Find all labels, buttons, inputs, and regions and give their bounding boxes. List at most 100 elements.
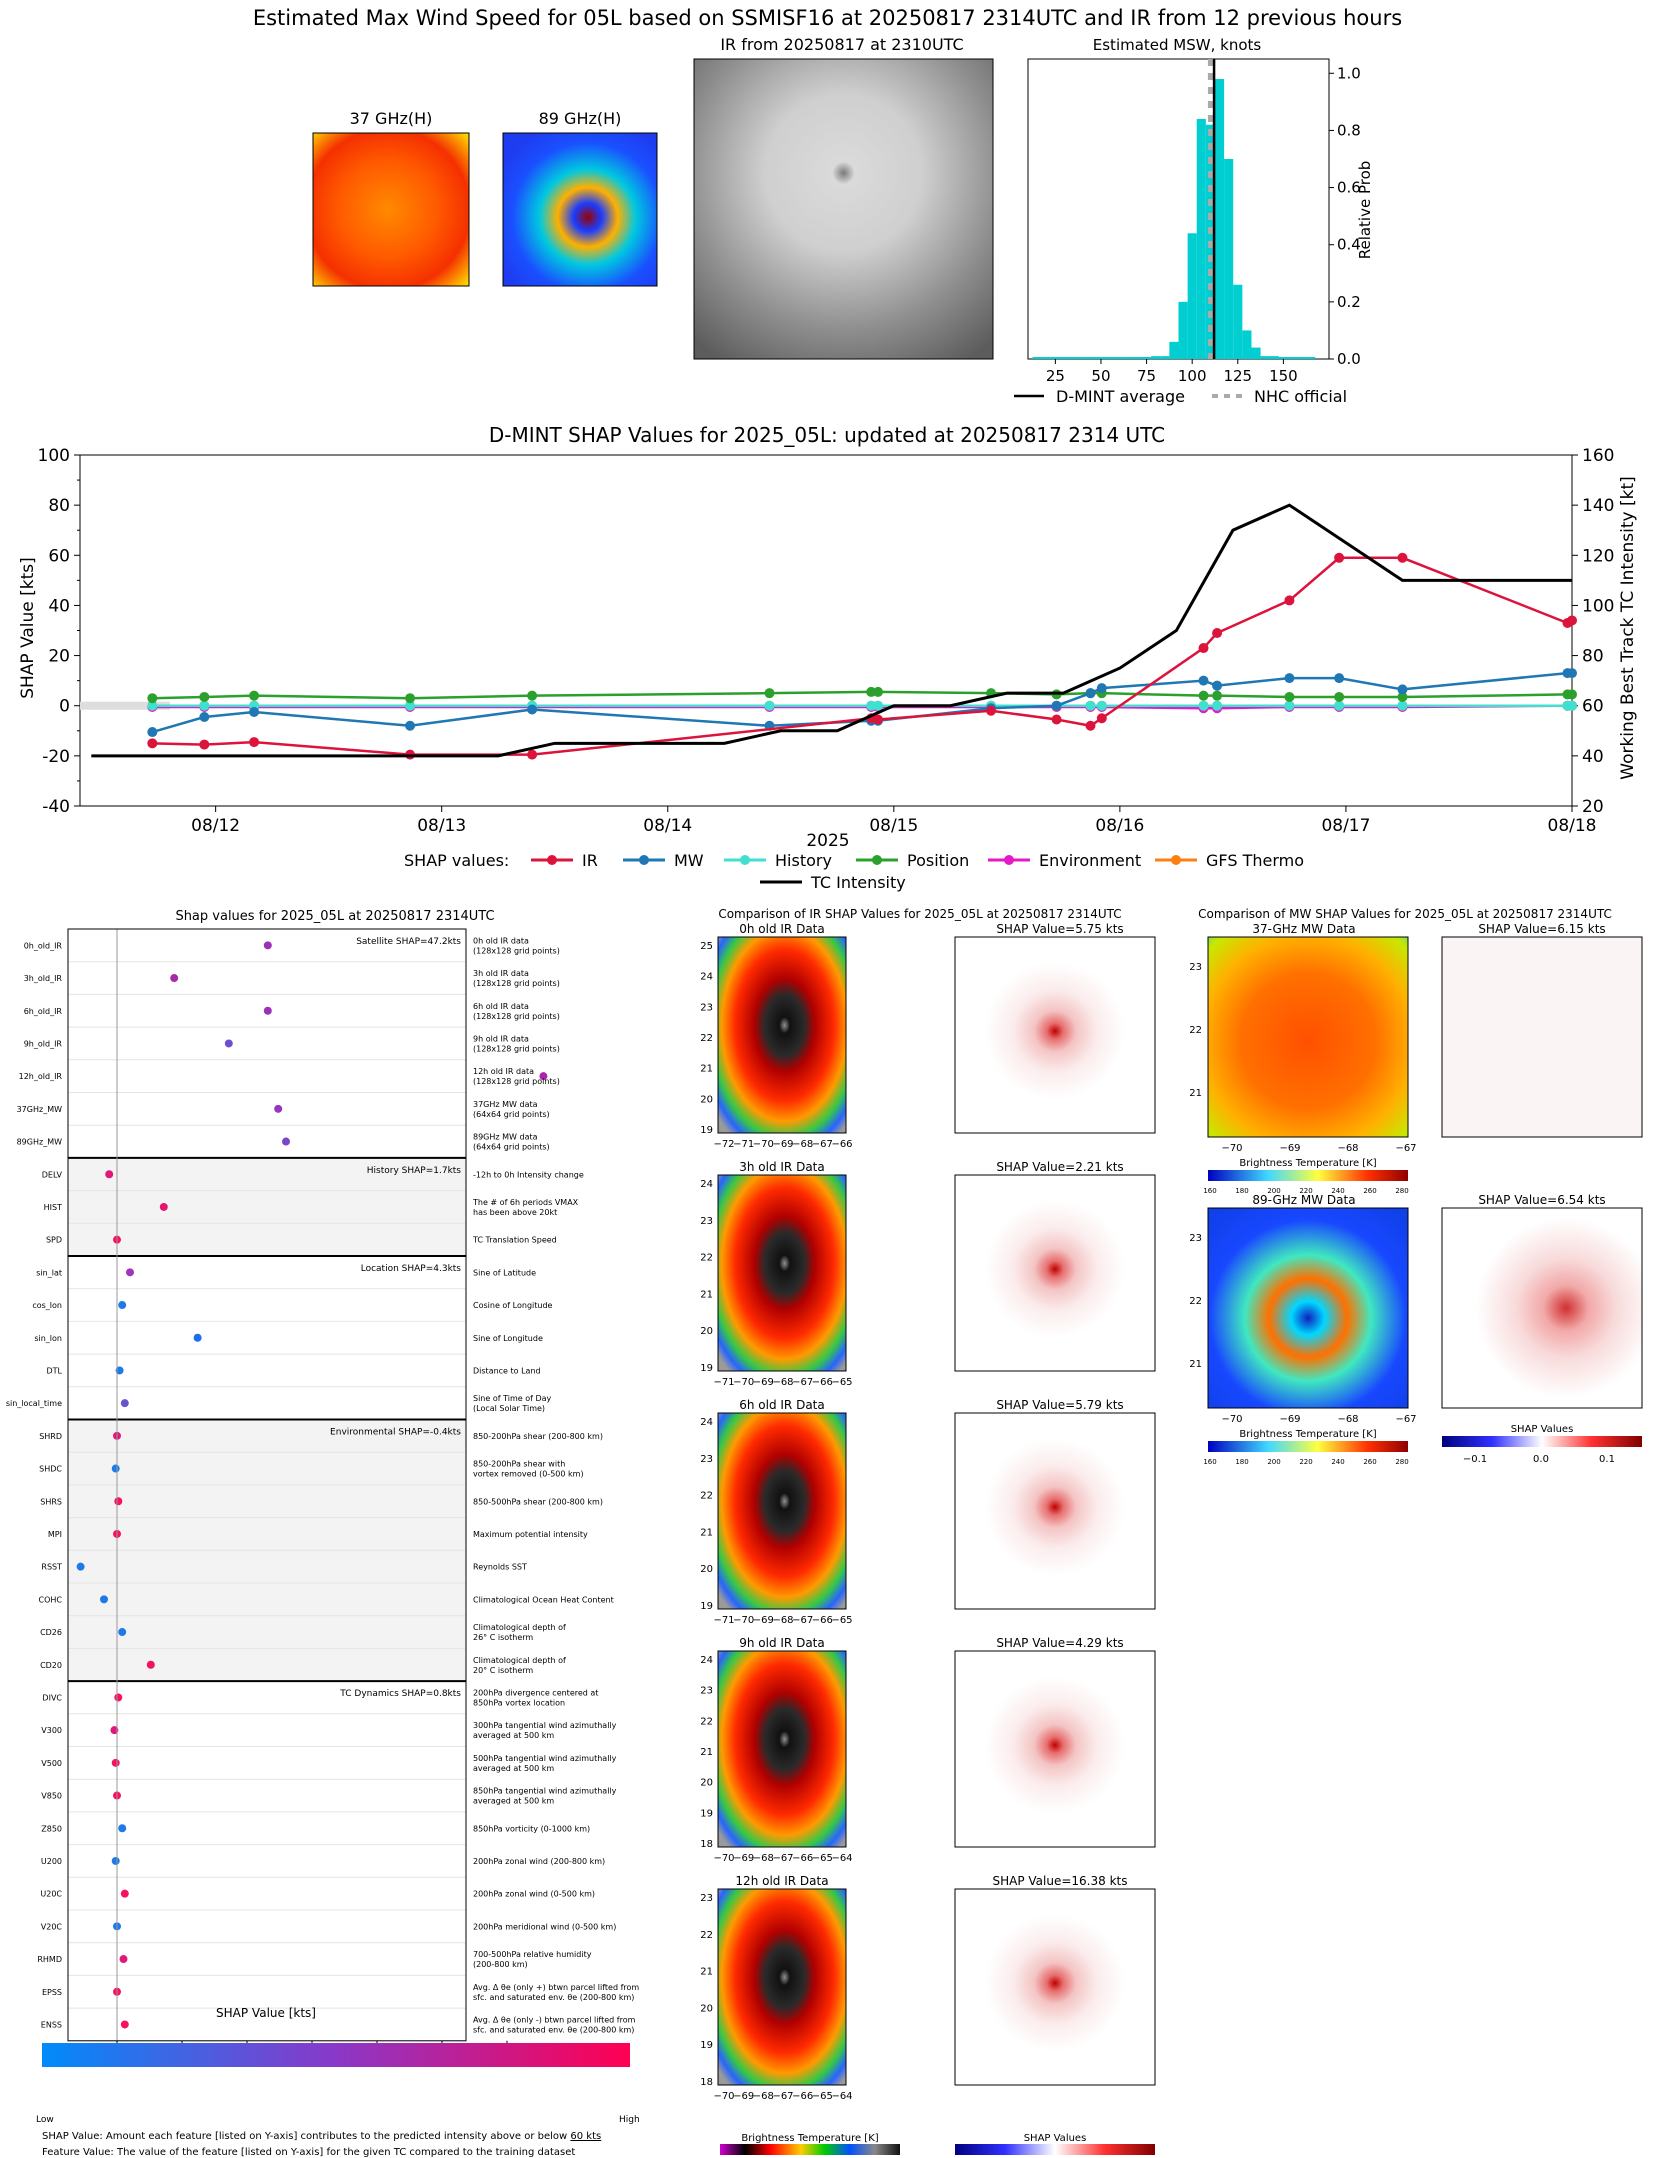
feature-desc: (128x128 grid points): [473, 946, 560, 955]
legend-label-environment: Environment: [1039, 851, 1141, 870]
ts-ytick-left-label: 80: [48, 496, 70, 516]
feature-desc: sfc. and saturated env. θe (200-800 km): [473, 2025, 634, 2034]
series-line-tc-intensity: [91, 503, 1572, 758]
feature-point: [110, 1726, 119, 1735]
series-point-mw: [147, 727, 158, 738]
feature-point: [120, 1399, 129, 1408]
feature-desc: (128x128 grid points): [473, 1044, 560, 1053]
ts-ytick-left-label: 60: [48, 546, 70, 566]
panel-37ghz-image: [312, 132, 470, 287]
series-point-history: [1567, 700, 1577, 711]
feature-name: DELV: [42, 1170, 63, 1179]
ir-row-ytick: 20: [700, 1094, 713, 1105]
ts-ytick-right-label: 140: [1582, 496, 1614, 516]
feature-name: CD20: [40, 1661, 62, 1670]
feature-desc: Sine of Longitude: [473, 1334, 543, 1343]
mw-comparison-panel: Comparison of MW SHAP Values for 2025_05…: [1189, 907, 1643, 1466]
ts-xtick-label: 08/17: [1321, 816, 1370, 836]
series-point-ir: [1085, 720, 1096, 731]
series-point-history: [199, 700, 210, 711]
mw-bt-tick: 180: [1235, 1458, 1248, 1466]
series-point-mw: [199, 711, 210, 722]
feature-desc: 200hPa zonal wind (200-800 km): [473, 1857, 605, 1866]
ts-ytick-right-label: 20: [1582, 797, 1604, 817]
feature-desc: The # of 6h periods VMAX: [472, 1198, 579, 1207]
feature-name: cos_lon: [32, 1301, 62, 1310]
series-point-mw: [1397, 684, 1408, 695]
feature-point: [114, 1497, 123, 1506]
hist-bar: [1196, 119, 1206, 359]
mw-row-shap-value: SHAP Value=6.15 kts: [1478, 922, 1605, 936]
hist-bar: [1214, 79, 1225, 359]
hist-bar: [1169, 341, 1179, 359]
hist-ytick-label: 0.6: [1337, 179, 1361, 197]
mw-bt-tick: 220: [1299, 1458, 1312, 1466]
hist-xtick-label: 50: [1091, 367, 1110, 385]
ir-row-ytick: 24: [700, 1655, 713, 1666]
ir-row-ytick: 21: [700, 1527, 713, 1538]
mw-bt-tick: 260: [1363, 1187, 1376, 1195]
ir-row-ytick: 19: [700, 1125, 713, 1136]
feature-name: sin_lon: [34, 1334, 62, 1343]
feature-point: [263, 1006, 272, 1015]
feature-desc: 20° C isotherm: [473, 1666, 533, 1675]
mw-bt-tick: 180: [1235, 1187, 1248, 1195]
feature-name: 89GHz_MW: [17, 1138, 62, 1147]
ir-row-shap-value: SHAP Value=4.29 kts: [996, 1636, 1123, 1650]
feature-desc: (128x128 grid points): [473, 979, 560, 988]
mw-row-label: 89-GHz MW Data: [1252, 1193, 1355, 1207]
mw-row-ytick: 23: [1189, 962, 1202, 973]
ir-row-shap-map: [954, 1888, 1156, 2086]
ir-row-ytick: 25: [700, 941, 713, 952]
ts-title: D-MINT SHAP Values for 2025_05L: updated…: [489, 423, 1165, 447]
ir-row-ytick: 18: [700, 1839, 713, 1850]
mw-row-ytick: 21: [1189, 1359, 1202, 1370]
series-point-history: [1334, 700, 1345, 711]
ir-row-xtick: −68: [753, 2091, 774, 2102]
mw-bt-tick: 240: [1331, 1458, 1344, 1466]
legend-marker: [639, 855, 649, 865]
ir-row-xtick: −65: [831, 1377, 852, 1388]
ts-xtick-label: 08/18: [1548, 816, 1597, 836]
feature-name: 0h_old_IR: [24, 941, 63, 950]
ir-row-ytick: 19: [700, 1808, 713, 1819]
hist-xtick-label: 150: [1269, 367, 1298, 385]
ir-row-ytick: 20: [700, 1564, 713, 1575]
series-point-ir: [872, 714, 883, 725]
series-point-position: [1212, 690, 1223, 701]
mw-bt-tick: 200: [1267, 1458, 1280, 1466]
feature-shap-panel: Shap values for 2025_05L at 20250817 231…: [6, 909, 640, 2125]
feature-name: U200: [41, 1857, 62, 1866]
ts-ytick-right-label: 160: [1582, 446, 1614, 466]
feature-desc: (200-800 km): [473, 1960, 528, 1969]
ir-row-ytick: 21: [700, 1064, 713, 1075]
ir-row-xtick: −66: [831, 1139, 852, 1150]
ir-row-image: [717, 936, 847, 1134]
ir-row-shap-map: [954, 1650, 1156, 1848]
series-point-mw: [1567, 668, 1577, 679]
ir-row-ytick: 22: [700, 1033, 713, 1044]
feature-name: RSST: [41, 1563, 62, 1572]
mw-bt-colorbar: [1208, 1170, 1408, 1181]
ts-xtick-label: 08/12: [191, 816, 240, 836]
hist-bar: [1269, 356, 1279, 359]
series-point-ir: [1334, 552, 1345, 563]
ir-row-xtick: −66: [812, 1615, 833, 1626]
ir-row-ytick: 21: [700, 1967, 713, 1978]
feature-desc: Avg. Δ θe (only +) btwn parcel lifted fr…: [473, 1983, 639, 1992]
feature-desc: Cosine of Longitude: [473, 1301, 553, 1310]
series-point-history: [1212, 700, 1223, 711]
ir-row-xtick: −70: [713, 1853, 734, 1864]
feature-name: 37GHz_MW: [17, 1105, 62, 1114]
ir-bt-colorbar-label: Brightness Temperature [K]: [741, 2133, 878, 2144]
feature-name: SHRS: [40, 1497, 62, 1506]
ts-ytick-left-label: 100: [38, 446, 70, 466]
feature-point: [111, 1856, 120, 1865]
series-point-history: [1198, 700, 1209, 711]
series-point-history: [1096, 700, 1107, 711]
feature-name: V20C: [41, 1922, 63, 1931]
series-point-ir: [1567, 615, 1577, 626]
feature-desc: Sine of Latitude: [473, 1268, 536, 1277]
ir-row-ytick: 24: [700, 972, 713, 983]
shap-timeseries: D-MINT SHAP Values for 2025_05L: updated…: [18, 423, 1638, 892]
